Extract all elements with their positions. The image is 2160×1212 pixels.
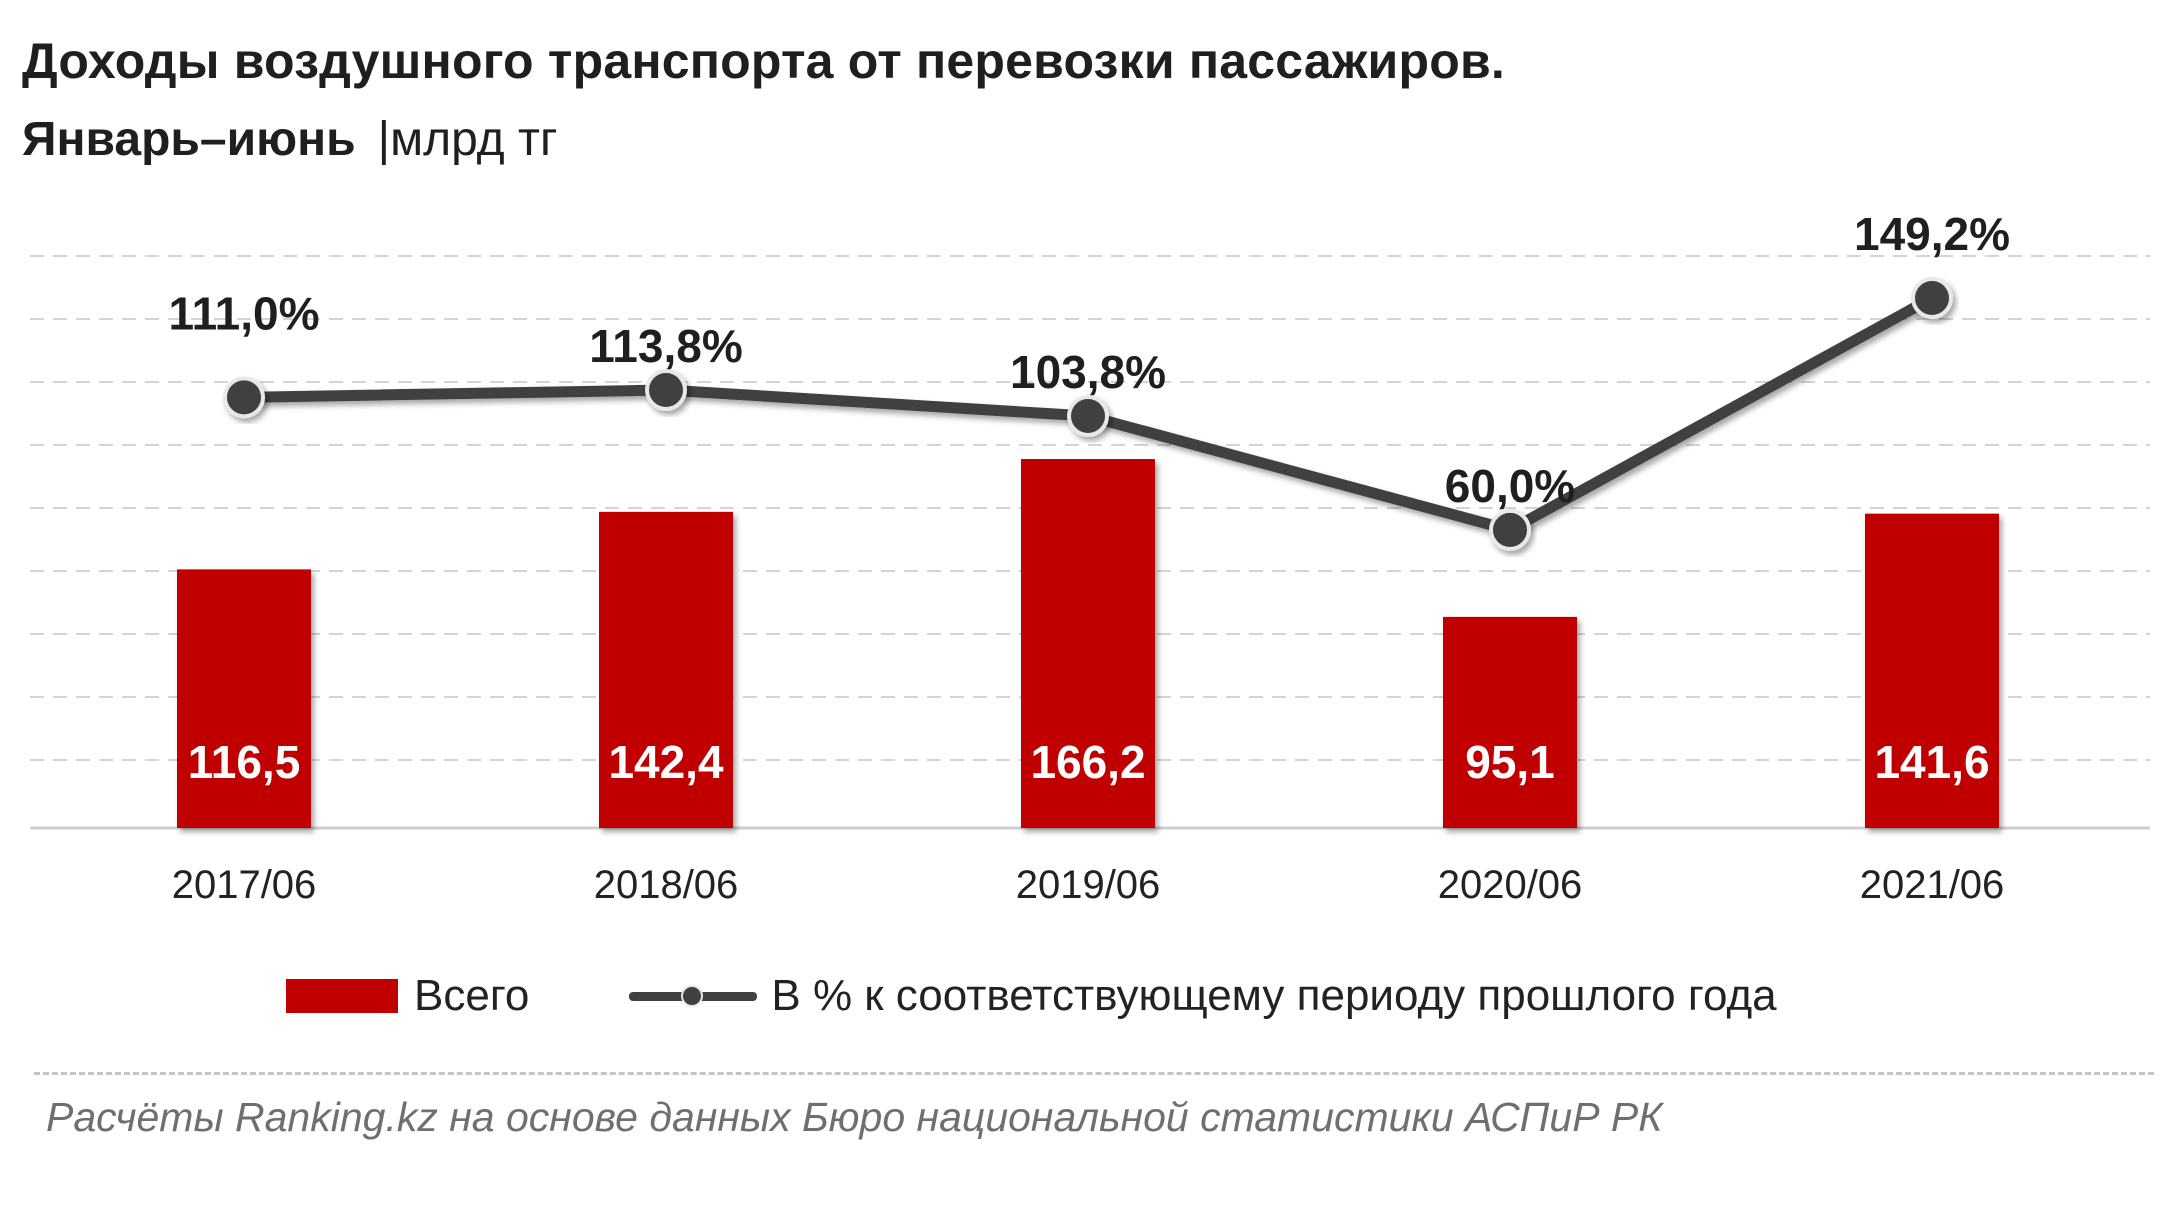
bar-2021/06 [1865, 513, 1999, 828]
bar-2018/06 [599, 511, 733, 828]
line-point [1067, 395, 1109, 438]
bar-value-label: 166,2 [1030, 736, 1145, 788]
bar-value-label: 142,4 [608, 736, 724, 788]
legend: Всего В % к соответствующему периоду про… [286, 966, 1777, 1026]
x-tick-label: 2019/06 [1016, 863, 1161, 907]
chart-title: Доходы воздушного транспорта от перевозк… [22, 33, 1505, 89]
x-axis-ticks: 2017/06 2018/06 2019/06 2020/06 2021/06 [172, 863, 2005, 907]
legend-swatch-line [629, 976, 758, 1016]
unit-separator: | [377, 113, 391, 166]
period-label: Январь–июнь [22, 113, 356, 166]
line-value-label: 60,0% [1445, 460, 1575, 512]
line-series [223, 277, 1953, 551]
bar-2017/06 [177, 569, 311, 828]
combo-chart: 116,5 142,4 166,2 95,1 141,6 111,0% 113,8% 103… [30, 208, 2150, 907]
line-value-label: 113,8% [589, 320, 742, 372]
line-point [223, 376, 265, 419]
bar-2019/06 [1021, 459, 1155, 828]
bar-series [177, 459, 1999, 828]
bar-value-label: 141,6 [1874, 736, 1989, 788]
bar-value-label: 95,1 [1465, 736, 1555, 788]
line-value-label: 111,0% [169, 287, 320, 339]
legend-label-line: В % к соответствующему периоду прошлого … [771, 971, 1777, 1020]
x-tick-label: 2020/06 [1438, 863, 1583, 907]
x-tick-label: 2018/06 [594, 863, 739, 907]
source-note: Расчёты Ranking.kz на основе данных Бюро… [46, 1094, 1663, 1140]
line-value-labels: 111,0% 113,8% 103,8% 60,0% 149,2% [169, 208, 2010, 512]
line-point [645, 369, 687, 412]
bar-2020/06 [1443, 616, 1577, 828]
bar-value-label: 116,5 [188, 736, 301, 788]
line-value-label: 103,8% [1010, 346, 1166, 398]
legend-swatch-bar [286, 979, 398, 1013]
x-tick-label: 2017/06 [172, 863, 317, 907]
line-value-label: 149,2% [1854, 208, 2010, 260]
bar-value-labels: 116,5 142,4 166,2 95,1 141,6 [188, 736, 1990, 788]
chart-subtitle: Январь–июнь |млрд тг [22, 112, 558, 167]
x-tick-label: 2021/06 [1860, 863, 2005, 907]
legend-label-bar: Всего [414, 971, 530, 1020]
unit-label: млрд тг [390, 113, 558, 166]
divider [34, 1072, 2154, 1075]
line-point [1489, 508, 1531, 551]
line-point [1911, 277, 1953, 319]
